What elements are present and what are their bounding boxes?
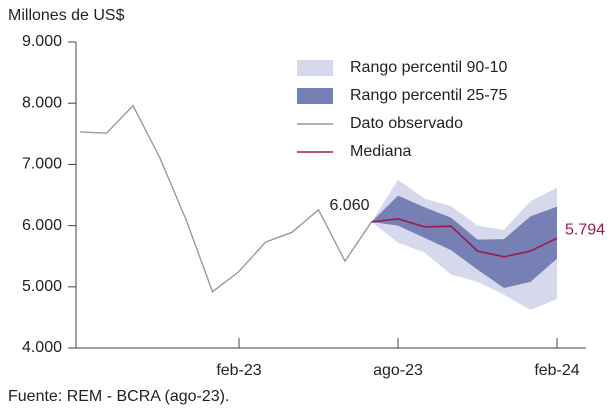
x-tick-label: feb-23	[216, 362, 261, 379]
y-tick-label: 7.000	[22, 156, 62, 173]
y-tick-label: 4.000	[22, 339, 62, 356]
line	[371, 218, 558, 258]
legend-label: Rango percentil 25-75	[350, 87, 508, 104]
y-tick-label: 9.000	[22, 33, 62, 50]
value-label: 6.060	[329, 197, 369, 214]
line	[79, 104, 373, 293]
legend-swatch	[297, 60, 333, 76]
legend-swatch	[297, 88, 333, 104]
x-tick-label: ago-23	[373, 362, 423, 379]
y-tick-label: 8.000	[22, 94, 62, 111]
band	[371, 195, 557, 289]
value-label: 5.794	[565, 221, 605, 238]
y-tick-label: 5.000	[22, 278, 62, 295]
legend-label: Rango percentil 90-10	[350, 59, 508, 76]
legend-label: Mediana	[350, 143, 411, 160]
y-tick-label: 6.000	[22, 217, 62, 234]
legend-label: Dato observado	[350, 115, 463, 132]
source: Fuente: REM - BCRA (ago-23).	[8, 388, 229, 405]
x-tick-label: feb-24	[534, 362, 579, 379]
y-axis-label: Millones de US$	[8, 7, 125, 24]
